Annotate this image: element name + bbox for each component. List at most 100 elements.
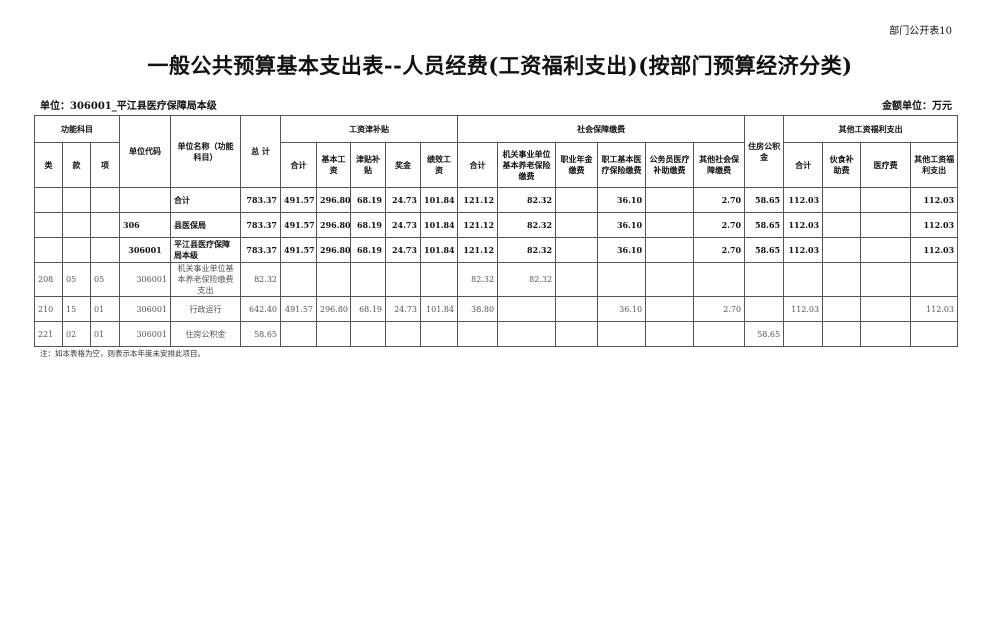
table-cell xyxy=(822,296,862,322)
subheader-social-3: 职工基本医疗保险缴费 xyxy=(597,142,647,188)
table-cell: 112.03 xyxy=(783,212,824,238)
table-cell: 296.80 xyxy=(316,187,351,213)
table-cell: 491.57 xyxy=(280,296,317,322)
table-cell xyxy=(385,262,421,297)
header-social: 社会保障缴费 xyxy=(457,115,746,143)
subheader-other-3: 其他工资福利支出 xyxy=(910,142,959,188)
table-cell xyxy=(555,321,599,347)
table-cell: 36.10 xyxy=(597,237,647,263)
table-cell: 58.65 xyxy=(744,321,785,347)
table-cell: 2.70 xyxy=(693,296,746,322)
subheader-func-0: 类 xyxy=(34,142,63,188)
table-cell xyxy=(645,187,695,213)
table-cell xyxy=(555,237,599,263)
subheader-wage-2: 津贴补贴 xyxy=(350,142,386,188)
header-code: 单位代码 xyxy=(119,115,171,188)
table-cell: 112.03 xyxy=(783,296,824,322)
table-cell: 112.03 xyxy=(910,187,959,213)
table-cell: 24.73 xyxy=(385,212,421,238)
table-cell: 58.65 xyxy=(744,237,785,263)
personnel-expense-table: 功能科目 单位代码 单位名称（功能科目） 总 计 工资津补贴 社会保障缴费 住房… xyxy=(34,115,959,347)
subheader-social-4: 公务员医疗补助缴费 xyxy=(645,142,695,188)
table-cell: 101.84 xyxy=(419,296,459,322)
table-cell xyxy=(419,321,459,347)
table-cell: 24.73 xyxy=(385,296,421,322)
table-cell xyxy=(316,262,351,297)
header-name: 单位名称（功能科目） xyxy=(170,115,241,188)
table-cell xyxy=(860,237,912,263)
table-cell: 642.40 xyxy=(240,296,281,322)
subheader-other-2: 医疗费 xyxy=(860,142,912,188)
money-unit-label: 金额单位：万元 xyxy=(882,101,952,112)
table-cell xyxy=(860,262,912,297)
table-cell xyxy=(385,321,421,347)
table-cell xyxy=(34,212,63,238)
header-total: 总 计 xyxy=(240,115,281,188)
table-cell: 101.84 xyxy=(419,237,459,263)
table-cell: 82.32 xyxy=(240,262,281,297)
table-cell xyxy=(597,262,647,297)
table-cell: 210 xyxy=(34,296,63,322)
table-cell xyxy=(645,321,695,347)
table-cell xyxy=(497,296,557,322)
table-cell: 112.03 xyxy=(783,187,824,213)
table-cell xyxy=(822,187,862,213)
subheader-wage-0: 合计 xyxy=(280,142,317,188)
table-cell xyxy=(350,262,386,297)
table-cell xyxy=(90,212,120,238)
table-cell: 36.10 xyxy=(597,212,647,238)
table-cell: 296.80 xyxy=(316,296,351,322)
table-cell xyxy=(555,187,599,213)
table-cell: 58.65 xyxy=(744,212,785,238)
table-cell xyxy=(783,262,824,297)
subheader-social-1: 机关事业单位基本养老保险缴费 xyxy=(497,142,557,188)
table-cell: 491.57 xyxy=(280,237,317,263)
table-cell: 01 xyxy=(90,321,120,347)
table-cell: 121.12 xyxy=(457,237,499,263)
table-cell xyxy=(783,321,824,347)
table-number: 部门公开表10 xyxy=(889,26,952,37)
table-cell xyxy=(62,237,91,263)
table-cell: 行政运行 xyxy=(170,296,241,322)
table-cell: 101.84 xyxy=(419,187,459,213)
table-cell xyxy=(860,187,912,213)
table-cell: 68.19 xyxy=(350,237,386,263)
subheader-wage-4: 绩效工资 xyxy=(419,142,459,188)
table-cell: 306001 xyxy=(119,321,171,347)
table-cell: 296.80 xyxy=(316,212,351,238)
table-row: 221 02 01 306001 住房公积金 58.65 58.65 xyxy=(34,321,959,347)
table-cell xyxy=(555,296,599,322)
table-cell xyxy=(645,212,695,238)
table-cell xyxy=(280,262,317,297)
table-cell xyxy=(910,321,959,347)
table-cell xyxy=(350,321,386,347)
table-cell xyxy=(822,262,862,297)
table-cell: 36.10 xyxy=(597,296,647,322)
table-cell: 208 xyxy=(34,262,63,297)
table-cell xyxy=(910,262,959,297)
table-cell: 491.57 xyxy=(280,212,317,238)
table-cell xyxy=(822,321,862,347)
table-cell xyxy=(555,212,599,238)
table-cell: 783.37 xyxy=(240,212,281,238)
table-cell xyxy=(119,187,171,213)
table-cell: 2.70 xyxy=(693,212,746,238)
table-cell: 112.03 xyxy=(910,237,959,263)
table-cell: 05 xyxy=(90,262,120,297)
table-cell xyxy=(419,262,459,297)
table-cell: 296.80 xyxy=(316,237,351,263)
table-cell xyxy=(645,262,695,297)
table-cell xyxy=(34,237,63,263)
unit-label: 单位：306001_平江县医疗保障局本级 xyxy=(40,101,217,112)
page-title: 一般公共预算基本支出表--人员经费(工资福利支出)(按部门预算经济分类) xyxy=(147,53,853,78)
subheader-social-2: 职业年金缴费 xyxy=(555,142,599,188)
table-cell xyxy=(457,321,499,347)
table-cell: 82.32 xyxy=(497,262,557,297)
table-cell xyxy=(90,237,120,263)
table-cell: 36.10 xyxy=(597,187,647,213)
table-cell: 112.03 xyxy=(783,237,824,263)
table-cell: 68.19 xyxy=(350,212,386,238)
table-cell: 112.03 xyxy=(910,212,959,238)
table-cell: 县医保局 xyxy=(170,212,241,238)
table-cell: 68.19 xyxy=(350,296,386,322)
